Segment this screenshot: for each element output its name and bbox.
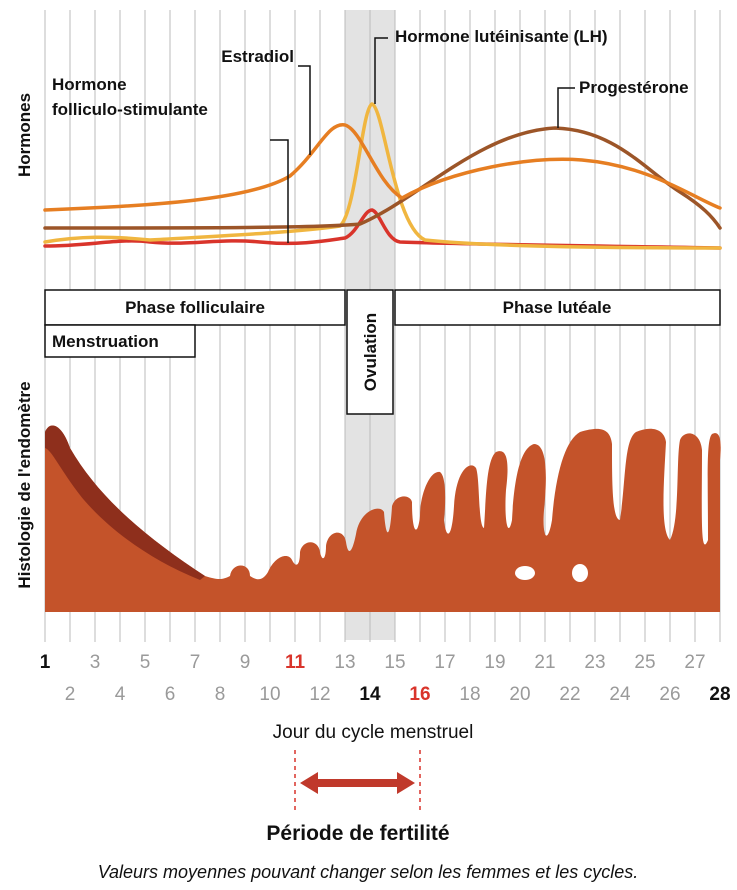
day-label: 13: [334, 652, 355, 673]
day-label: 2: [65, 684, 76, 705]
estradiol-leader: [298, 66, 310, 155]
day-label: 28: [709, 684, 730, 705]
fertility-label: Période de fertilité: [266, 822, 449, 845]
day-label: 3: [90, 652, 101, 673]
estradiol-label: Estradiol: [221, 47, 294, 66]
day-label: 5: [140, 652, 151, 673]
fertility-arrow: [300, 772, 415, 794]
day-label: 4: [115, 684, 126, 705]
day-label: 24: [609, 684, 631, 705]
day-label: 18: [459, 684, 480, 705]
histology-axis-label: Histologie de l'endomètre: [15, 381, 34, 588]
day-label: 6: [165, 684, 176, 705]
day-labels: 1234567891011121314151617181920212223242…: [40, 652, 731, 705]
day-label: 9: [240, 652, 251, 673]
day-label: 8: [215, 684, 226, 705]
ovulation-label: Ovulation: [361, 313, 380, 391]
day-label: 19: [484, 652, 505, 673]
day-label: 14: [359, 684, 381, 705]
day-label: 1: [40, 652, 51, 673]
day-label: 26: [659, 684, 680, 705]
x-axis-label: Jour du cycle menstruel: [273, 722, 474, 743]
follicular-label: Phase folliculaire: [125, 298, 265, 317]
luteal-label: Phase lutéale: [503, 298, 612, 317]
day-label: 23: [584, 652, 605, 673]
day-label: 22: [559, 684, 580, 705]
hormones-axis-label: Hormones: [15, 93, 34, 177]
progesterone-leader: [558, 88, 575, 128]
day-label: 25: [634, 652, 655, 673]
day-label: 20: [509, 684, 530, 705]
lh-label: Hormone lutéinisante (LH): [395, 27, 608, 46]
day-label: 7: [190, 652, 201, 673]
day-label: 17: [434, 652, 455, 673]
day-label: 12: [309, 684, 330, 705]
fsh-label: Hormone: [52, 75, 127, 94]
infographic: Hormone folliculo-stimulante Estradiol H…: [0, 0, 737, 890]
menstruation-label: Menstruation: [52, 332, 159, 351]
gland-lumen: [572, 564, 588, 582]
footnote: Valeurs moyennes pouvant changer selon l…: [98, 862, 639, 882]
day-label: 15: [384, 652, 405, 673]
day-label: 11: [285, 652, 306, 673]
day-label: 27: [684, 652, 705, 673]
day-label: 21: [534, 652, 555, 673]
fsh-label: folliculo-stimulante: [52, 100, 208, 119]
day-label: 10: [259, 684, 280, 705]
progesterone-label: Progestérone: [579, 78, 689, 97]
gland-lumen: [515, 566, 535, 580]
day-label: 16: [409, 684, 430, 705]
